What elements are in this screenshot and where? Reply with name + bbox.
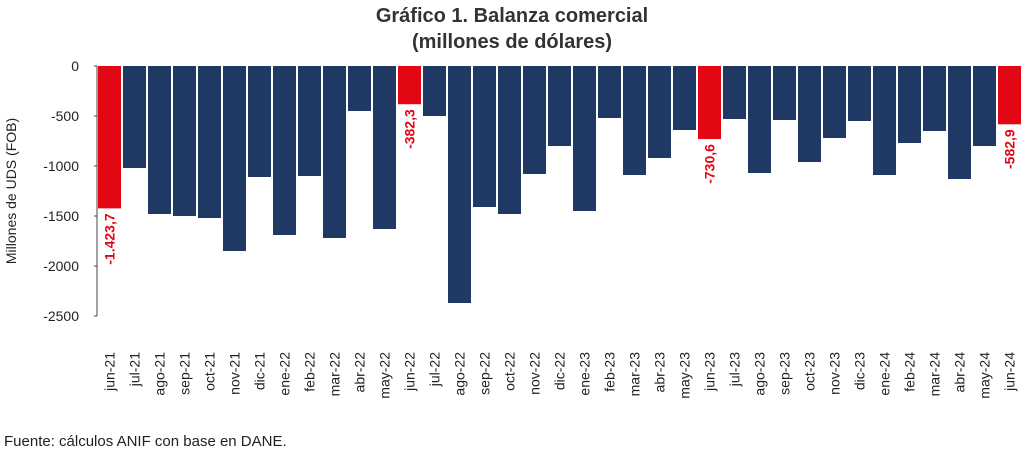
- x-tick-label: mar-23: [627, 352, 643, 397]
- x-tick-label: oct-21: [202, 352, 218, 391]
- x-tick-label: jul-22: [427, 352, 443, 387]
- bar: [948, 66, 971, 179]
- chart-subtitle: (millones de dólares): [412, 31, 612, 53]
- bar: [648, 66, 671, 158]
- x-tick-label: sep-23: [777, 352, 793, 395]
- x-tick-label: jul-23: [727, 352, 743, 387]
- bar: [898, 66, 921, 143]
- bar: [548, 66, 571, 146]
- x-tick-label: ago-21: [152, 352, 168, 396]
- x-tick-label: ene-23: [577, 352, 593, 396]
- y-tick-label: -2500: [43, 308, 79, 324]
- bar: [748, 66, 771, 173]
- y-tick-label: -1000: [43, 158, 79, 174]
- bar: [223, 66, 246, 251]
- x-tick-label: nov-22: [527, 352, 543, 395]
- y-tick-label: -1500: [43, 208, 79, 224]
- x-tick-label: feb-23: [602, 352, 618, 392]
- x-tick-label: oct-22: [502, 352, 518, 391]
- y-tick-label: 0: [71, 58, 79, 74]
- x-tick-label: jun-22: [402, 352, 418, 392]
- bar: [573, 66, 596, 211]
- x-tick-label: sep-21: [177, 352, 193, 395]
- bar: [673, 66, 696, 130]
- source-note: Fuente: cálculos ANIF con base en DANE.: [4, 433, 287, 450]
- x-tick-label: jun-21: [102, 352, 118, 392]
- x-tick-label: jun-24: [1002, 352, 1018, 392]
- x-tick-label: nov-23: [827, 352, 843, 395]
- x-tick-label: may-23: [677, 352, 693, 399]
- bar: [148, 66, 171, 214]
- y-tick-label: -2000: [43, 258, 79, 274]
- x-tick-label: ago-22: [452, 352, 468, 396]
- x-tick-label: abr-22: [352, 352, 368, 393]
- value-label: -730,6: [702, 144, 718, 184]
- bar: [248, 66, 271, 177]
- bar: [98, 66, 121, 209]
- bar: [198, 66, 221, 218]
- bar: [848, 66, 871, 121]
- x-tick-label: may-22: [377, 352, 393, 399]
- x-tick-label: mar-24: [927, 352, 943, 397]
- x-tick-label: feb-22: [302, 352, 318, 392]
- bar: [423, 66, 446, 116]
- x-tick-label: abr-23: [652, 352, 668, 393]
- x-tick-label: dic-22: [552, 352, 568, 390]
- x-tick-label: nov-21: [227, 352, 243, 395]
- x-tick-label: ene-22: [277, 352, 293, 396]
- x-tick-label: feb-24: [902, 352, 918, 392]
- bar: [998, 66, 1021, 125]
- value-label: -582,9: [1002, 129, 1018, 169]
- bar: [473, 66, 496, 207]
- x-tick-label: abr-24: [952, 352, 968, 393]
- bar: [623, 66, 646, 175]
- value-label: -1.423,7: [102, 213, 118, 265]
- bar: [498, 66, 521, 214]
- bar: [973, 66, 996, 146]
- bar: [773, 66, 796, 120]
- x-tick-label: ene-24: [877, 352, 893, 396]
- bar: [598, 66, 621, 118]
- value-label: -382,3: [402, 109, 418, 149]
- bar: [273, 66, 296, 235]
- x-tick-label: jun-23: [702, 352, 718, 392]
- bar: [698, 66, 721, 140]
- x-tick-label: sep-22: [477, 352, 493, 395]
- bar: [798, 66, 821, 162]
- x-tick-label: dic-21: [252, 352, 268, 390]
- bar: [823, 66, 846, 138]
- bar: [923, 66, 946, 131]
- bar: [523, 66, 546, 174]
- bar: [323, 66, 346, 238]
- x-tick-label: ago-23: [752, 352, 768, 396]
- bar: [873, 66, 896, 175]
- bar: [398, 66, 421, 105]
- x-tick-label: jul-21: [127, 352, 143, 387]
- chart-title: Gráfico 1. Balanza comercial: [376, 5, 648, 27]
- bar: [723, 66, 746, 119]
- y-axis-title: Millones de UDS (FOB): [3, 118, 19, 264]
- bar: [123, 66, 146, 168]
- bar: [348, 66, 371, 111]
- x-tick-label: dic-23: [852, 352, 868, 390]
- bar: [298, 66, 321, 176]
- x-tick-label: mar-22: [327, 352, 343, 397]
- bar: [448, 66, 471, 303]
- y-tick-label: -500: [51, 108, 79, 124]
- x-tick-label: may-24: [977, 352, 993, 399]
- bar: [373, 66, 396, 229]
- x-tick-label: oct-23: [802, 352, 818, 391]
- bar: [173, 66, 196, 216]
